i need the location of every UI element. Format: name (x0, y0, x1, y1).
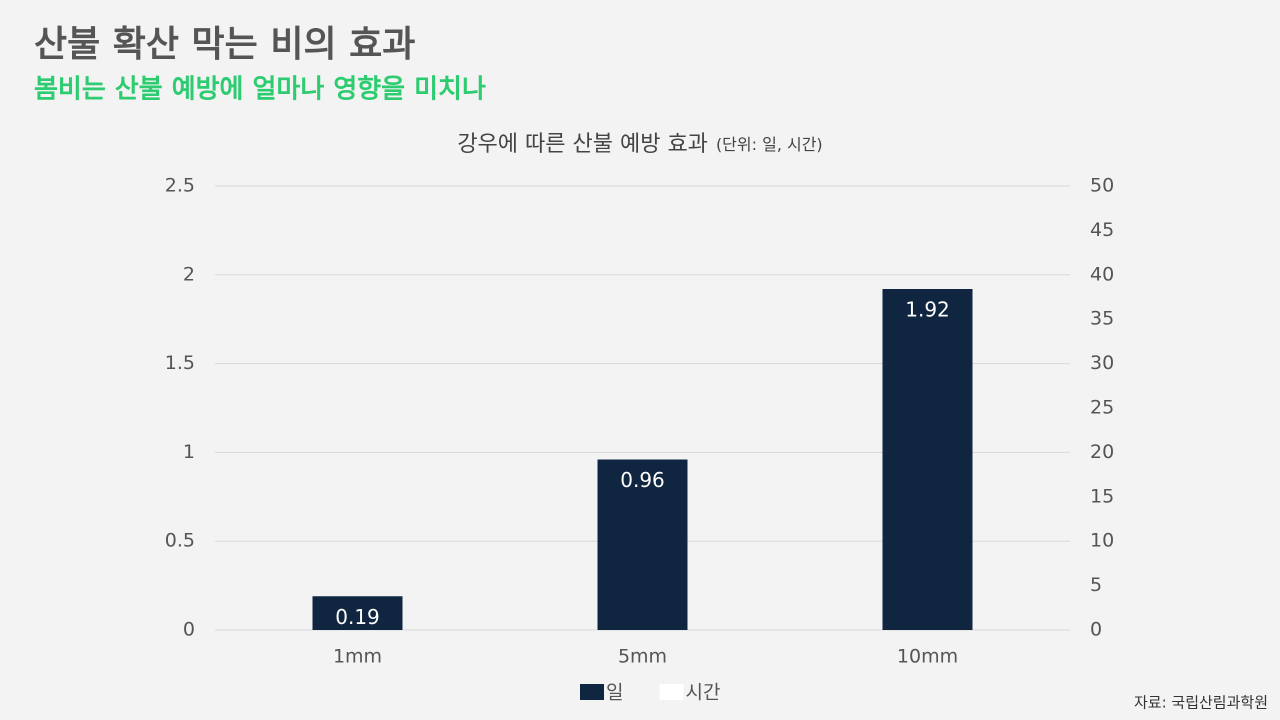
y2-tick-label: 30 (1090, 352, 1114, 374)
x-tick-label: 10mm (897, 646, 958, 668)
y-tick-label: 2.5 (165, 175, 195, 197)
y2-tick-label: 45 (1090, 219, 1114, 241)
y-tick-label: 2 (183, 263, 195, 285)
y2-tick-label: 20 (1090, 441, 1114, 463)
chart-title: 산불 확산 막는 비의 효과 (34, 24, 415, 65)
x-tick-label: 1mm (333, 646, 382, 668)
x-tick-label: 5mm (618, 646, 667, 668)
unit-note: (단위: 일, 시간) (716, 135, 823, 154)
plot-title: 강우에 따른 산불 예방 효과 (단위: 일, 시간) (457, 132, 822, 157)
bar (882, 289, 973, 630)
legend-label: 일 (606, 682, 623, 704)
y2-tick-label: 5 (1090, 574, 1102, 596)
y2-tick-label: 40 (1090, 263, 1114, 285)
y-tick-label: 1 (183, 441, 195, 463)
bar (312, 596, 403, 630)
legend-label: 시간 (685, 682, 720, 704)
bar (597, 459, 688, 630)
y2-tick-label: 35 (1090, 308, 1114, 330)
y2-tick-label: 0 (1090, 619, 1102, 641)
y2-tick-label: 50 (1090, 175, 1114, 197)
y2-tick-label: 15 (1090, 485, 1114, 507)
y2-tick-label: 10 (1090, 530, 1114, 552)
y-tick-label: 0 (183, 619, 195, 641)
data-label: 0.19 (335, 605, 380, 629)
chart-subtitle: 봄비는 산불 예방에 얼마나 영향을 미치나 (34, 75, 486, 105)
y-tick-label: 0.5 (165, 530, 195, 552)
data-label: 0.96 (620, 468, 665, 492)
data-label: 1.92 (905, 298, 950, 322)
y-tick-label: 1.5 (165, 352, 195, 374)
plot-title-text: 강우에 따른 산불 예방 효과 (457, 132, 708, 157)
source: 자료: 국립산림과학원 (1134, 694, 1268, 712)
legend-marker (659, 684, 684, 700)
y2-tick-label: 25 (1090, 397, 1114, 419)
legend-marker (580, 684, 604, 700)
